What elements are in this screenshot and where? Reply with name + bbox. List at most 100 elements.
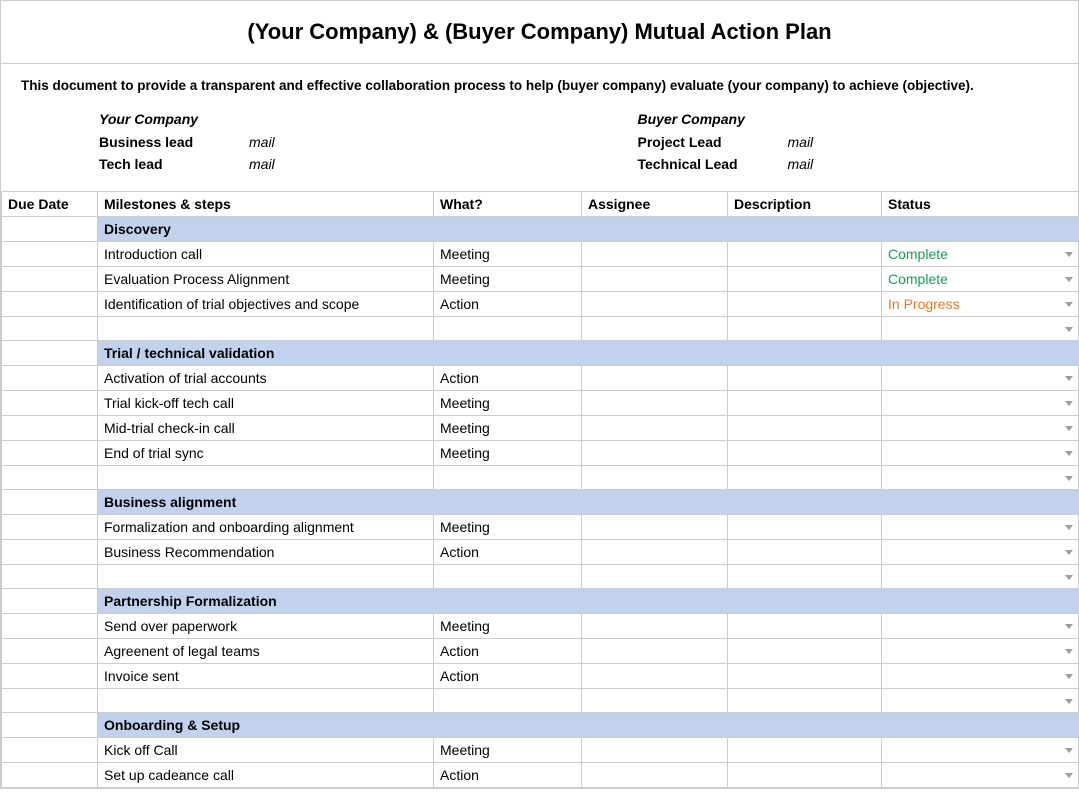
what-cell[interactable] [434,689,582,713]
chevron-down-icon[interactable] [1065,624,1073,629]
milestone-cell[interactable]: Activation of trial accounts [98,366,434,391]
assignee-cell[interactable] [582,292,728,317]
milestone-cell[interactable] [98,317,434,341]
chevron-down-icon[interactable] [1065,277,1073,282]
due-date-cell[interactable] [2,242,98,267]
description-cell[interactable] [728,639,882,664]
description-cell[interactable] [728,614,882,639]
what-cell[interactable]: Meeting [434,441,582,466]
what-cell[interactable] [434,466,582,490]
assignee-cell[interactable] [582,664,728,689]
status-cell[interactable] [882,416,1079,441]
due-date-cell[interactable] [2,416,98,441]
assignee-cell[interactable] [582,242,728,267]
due-date-cell[interactable] [2,664,98,689]
milestone-cell[interactable]: Set up cadeance call [98,763,434,788]
description-cell[interactable] [728,565,882,589]
due-date-cell[interactable] [2,565,98,589]
chevron-down-icon[interactable] [1065,426,1073,431]
description-cell[interactable] [728,242,882,267]
due-date-cell[interactable] [2,391,98,416]
what-cell[interactable]: Meeting [434,416,582,441]
due-date-cell[interactable] [2,317,98,341]
description-cell[interactable] [728,689,882,713]
milestone-cell[interactable]: Mid-trial check-in call [98,416,434,441]
chevron-down-icon[interactable] [1065,376,1073,381]
what-cell[interactable]: Meeting [434,614,582,639]
milestone-cell[interactable]: Trial kick-off tech call [98,391,434,416]
description-cell[interactable] [728,317,882,341]
chevron-down-icon[interactable] [1065,401,1073,406]
status-cell[interactable] [882,366,1079,391]
milestone-cell[interactable]: Evaluation Process Alignment [98,267,434,292]
chevron-down-icon[interactable] [1065,252,1073,257]
due-date-cell[interactable] [2,614,98,639]
status-cell[interactable] [882,738,1079,763]
description-cell[interactable] [728,466,882,490]
status-cell[interactable] [882,317,1079,341]
description-cell[interactable] [728,292,882,317]
milestone-cell[interactable]: Identification of trial objectives and s… [98,292,434,317]
chevron-down-icon[interactable] [1065,525,1073,530]
assignee-cell[interactable] [582,689,728,713]
status-cell[interactable] [882,391,1079,416]
status-cell[interactable] [882,441,1079,466]
milestone-cell[interactable]: End of trial sync [98,441,434,466]
milestone-cell[interactable]: Invoice sent [98,664,434,689]
milestone-cell[interactable]: Business Recommendation [98,540,434,565]
status-cell[interactable] [882,540,1079,565]
assignee-cell[interactable] [582,267,728,292]
chevron-down-icon[interactable] [1065,476,1073,481]
description-cell[interactable] [728,540,882,565]
chevron-down-icon[interactable] [1065,674,1073,679]
what-cell[interactable]: Meeting [434,515,582,540]
what-cell[interactable] [434,317,582,341]
milestone-cell[interactable] [98,565,434,589]
what-cell[interactable]: Meeting [434,391,582,416]
chevron-down-icon[interactable] [1065,302,1073,307]
due-date-cell[interactable] [2,515,98,540]
description-cell[interactable] [728,664,882,689]
status-cell[interactable] [882,689,1079,713]
status-cell[interactable] [882,565,1079,589]
chevron-down-icon[interactable] [1065,773,1073,778]
description-cell[interactable] [728,763,882,788]
status-cell[interactable] [882,664,1079,689]
milestone-cell[interactable]: Formalization and onboarding alignment [98,515,434,540]
assignee-cell[interactable] [582,366,728,391]
assignee-cell[interactable] [582,317,728,341]
status-cell[interactable]: Complete [882,267,1079,292]
milestone-cell[interactable]: Send over paperwork [98,614,434,639]
due-date-cell[interactable] [2,763,98,788]
status-cell[interactable]: In Progress [882,292,1079,317]
assignee-cell[interactable] [582,466,728,490]
due-date-cell[interactable] [2,689,98,713]
chevron-down-icon[interactable] [1065,699,1073,704]
due-date-cell[interactable] [2,267,98,292]
milestone-cell[interactable]: Kick off Call [98,738,434,763]
assignee-cell[interactable] [582,639,728,664]
assignee-cell[interactable] [582,614,728,639]
due-date-cell[interactable] [2,639,98,664]
what-cell[interactable]: Action [434,664,582,689]
due-date-cell[interactable] [2,540,98,565]
status-cell[interactable] [882,639,1079,664]
chevron-down-icon[interactable] [1065,649,1073,654]
status-cell[interactable]: Complete [882,242,1079,267]
milestone-cell[interactable] [98,466,434,490]
assignee-cell[interactable] [582,540,728,565]
what-cell[interactable]: Meeting [434,242,582,267]
assignee-cell[interactable] [582,763,728,788]
assignee-cell[interactable] [582,738,728,763]
chevron-down-icon[interactable] [1065,327,1073,332]
chevron-down-icon[interactable] [1065,550,1073,555]
milestone-cell[interactable]: Introduction call [98,242,434,267]
status-cell[interactable] [882,763,1079,788]
assignee-cell[interactable] [582,441,728,466]
what-cell[interactable]: Meeting [434,738,582,763]
assignee-cell[interactable] [582,391,728,416]
description-cell[interactable] [728,267,882,292]
milestone-cell[interactable]: Agreenent of legal teams [98,639,434,664]
description-cell[interactable] [728,441,882,466]
due-date-cell[interactable] [2,441,98,466]
